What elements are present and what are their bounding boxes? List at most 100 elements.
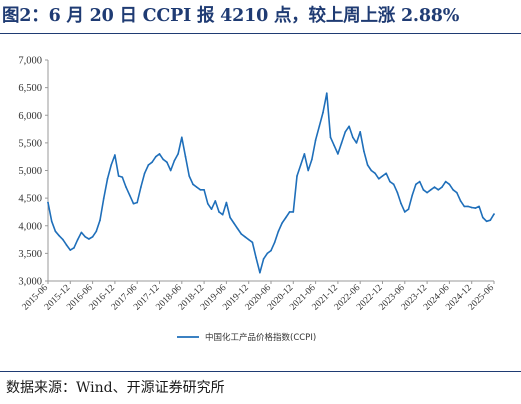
data-point xyxy=(62,238,64,241)
data-point xyxy=(303,153,306,155)
data-point xyxy=(307,169,309,172)
data-point xyxy=(50,220,53,223)
data-point xyxy=(493,213,495,215)
data-point xyxy=(195,186,198,188)
source-rule xyxy=(0,371,521,372)
y-tick-label: 4,500 xyxy=(18,194,42,205)
y-tick-label: 5,500 xyxy=(18,138,42,149)
data-point xyxy=(244,236,246,238)
data-point xyxy=(117,175,120,177)
data-point xyxy=(337,153,339,155)
data-point xyxy=(106,177,109,180)
data-point xyxy=(128,194,131,197)
data-point xyxy=(422,189,425,191)
data-point xyxy=(314,139,317,141)
y-tick-label: 6,500 xyxy=(18,83,42,94)
data-point xyxy=(441,186,443,188)
data-point xyxy=(177,153,179,155)
data-point xyxy=(433,186,436,188)
data-point xyxy=(489,219,492,222)
y-tick-label: 7,000 xyxy=(18,56,42,67)
data-point xyxy=(385,172,388,175)
data-point xyxy=(184,155,187,158)
data-point xyxy=(136,201,138,204)
data-point xyxy=(169,169,172,172)
data-point xyxy=(299,164,302,166)
data-point xyxy=(229,216,231,219)
data-point xyxy=(147,164,150,166)
data-point xyxy=(88,238,90,240)
data-point xyxy=(370,169,373,172)
y-tick-label: 3,500 xyxy=(18,249,42,260)
data-point xyxy=(69,249,72,251)
data-point xyxy=(151,161,153,164)
legend-label: 中国化工产品价格指数(CCPI) xyxy=(205,332,316,343)
data-point xyxy=(456,191,458,194)
data-point xyxy=(389,180,391,183)
data-point xyxy=(240,233,243,235)
data-point xyxy=(411,194,414,197)
data-point xyxy=(273,241,276,244)
data-point xyxy=(459,200,462,202)
data-point xyxy=(292,211,295,213)
data-point xyxy=(255,256,257,259)
data-point xyxy=(233,222,235,224)
data-point xyxy=(463,205,466,208)
data-point xyxy=(400,202,402,205)
data-point xyxy=(444,180,447,183)
data-point xyxy=(325,92,328,94)
data-point xyxy=(322,111,324,114)
data-point xyxy=(140,186,142,188)
data-point xyxy=(114,154,116,156)
data-point xyxy=(285,216,287,219)
data-point xyxy=(207,202,209,205)
data-point xyxy=(65,244,68,246)
data-point xyxy=(359,131,362,133)
data-point xyxy=(251,241,254,244)
data-point xyxy=(348,125,350,128)
data-point xyxy=(374,172,376,175)
data-point xyxy=(218,211,220,213)
data-point xyxy=(482,216,484,219)
data-point xyxy=(363,150,365,152)
data-point xyxy=(333,144,335,147)
data-point xyxy=(192,183,194,186)
title-rule xyxy=(0,33,521,34)
data-point xyxy=(329,136,332,139)
data-point xyxy=(225,201,228,204)
data-point xyxy=(311,158,313,161)
data-point xyxy=(351,136,354,139)
data-point xyxy=(143,172,146,175)
data-point xyxy=(132,202,135,205)
data-point xyxy=(426,191,428,194)
data-point xyxy=(154,155,157,158)
data-point xyxy=(430,189,432,191)
source-note: 数据来源：Wind、开源证券研究所 xyxy=(6,380,225,396)
x-tick-label: 2025-06 xyxy=(467,283,497,313)
data-point xyxy=(266,252,269,255)
y-axis: 3,000 3,500 4,000 4,500 5,000 5,500 6,000 6,500… xyxy=(18,56,49,288)
data-point xyxy=(281,222,283,224)
data-point xyxy=(91,236,94,238)
data-point xyxy=(381,175,384,177)
data-point xyxy=(125,186,127,188)
data-point xyxy=(188,175,191,177)
data-point xyxy=(448,183,451,186)
data-point xyxy=(467,205,469,208)
data-point xyxy=(396,191,399,194)
data-point xyxy=(318,125,321,128)
data-point xyxy=(162,158,165,161)
data-point xyxy=(247,238,250,241)
data-point xyxy=(102,197,105,199)
data-point xyxy=(54,230,57,233)
data-point xyxy=(221,213,224,216)
data-point xyxy=(470,206,473,209)
data-point xyxy=(181,136,183,139)
data-point xyxy=(214,200,217,202)
data-point xyxy=(158,153,161,155)
data-point xyxy=(288,211,291,213)
data-point xyxy=(99,219,101,222)
y-tick-label: 3,000 xyxy=(18,277,42,288)
data-point xyxy=(199,189,202,191)
y-tick-label: 5,000 xyxy=(18,166,42,177)
